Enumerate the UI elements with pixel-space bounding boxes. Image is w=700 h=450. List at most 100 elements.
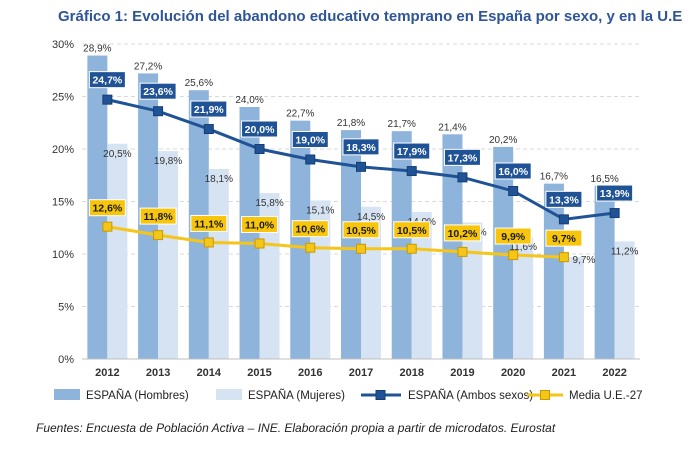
line-labels: 24,7% 23,6% 21,9% 20,0% 19,0% 18,3% 17,9% 17,3%…	[88, 71, 634, 247]
legend: ESPAÑA (Hombres) ESPAÑA (Mujeres) ESPAÑA (…	[54, 389, 643, 402]
legend-label-ue: Media U.E.-27	[569, 390, 643, 402]
lines	[102, 94, 620, 263]
line-label-ue: 11,0%	[245, 220, 275, 232]
bar-mujeres	[310, 200, 331, 359]
bar-label-hombres: 20,2%	[489, 135, 517, 146]
line-label-ambos: 18,3%	[346, 142, 376, 154]
line-label-ue: 10,5%	[346, 225, 376, 237]
legend-marker-ue	[540, 390, 550, 400]
bar-label-hombres: 16,7%	[540, 172, 568, 183]
bar-label-hombres: 21,7%	[388, 119, 416, 130]
line-label-ambos: 16,0%	[498, 166, 528, 178]
bar-label-hombres: 22,7%	[286, 109, 314, 120]
line-ue	[107, 225, 564, 259]
line-label-ue: 10,6%	[295, 224, 325, 236]
bar-label-mujeres: 11,6%	[509, 242, 537, 253]
legend-label-mujeres: ESPAÑA (Mujeres)	[248, 389, 345, 402]
label-box-ue	[342, 221, 380, 239]
bar-label-hombres: 16,5%	[590, 174, 618, 185]
label-box-ue	[393, 221, 431, 239]
line-label-ue: 11,8%	[143, 211, 173, 223]
marker-ue	[102, 221, 113, 232]
marker-ambos	[153, 106, 164, 117]
bar-hombres	[290, 120, 311, 360]
bar-label-hombres: 27,2%	[134, 61, 162, 72]
chart: 0% 5% 10% 15% 20% 25% 30% 28,9% 20,5% 27,2% 19,8%…	[52, 39, 643, 402]
x-axis: 2012 2013 2014 2015 2016 2017 2018 2019 2020 2021…	[82, 358, 640, 379]
bar-mujeres	[208, 168, 229, 359]
line-label-ue: 10,2%	[448, 228, 478, 240]
marker-ambos	[305, 154, 316, 165]
legend-label-hombres: ESPAÑA (Hombres)	[86, 389, 189, 402]
bar-mujeres	[462, 222, 483, 359]
bar-mujeres	[614, 241, 635, 359]
y-tick-label: 5%	[58, 302, 74, 314]
line-label-ambos: 21,9%	[194, 104, 224, 116]
bar-mujeres	[107, 143, 128, 359]
bar-mujeres	[563, 257, 584, 359]
bar-label-mujeres: 11,2%	[611, 246, 639, 257]
marker-ue	[457, 246, 468, 257]
label-box-ue	[443, 224, 481, 242]
line-label-ue: 9,9%	[501, 231, 526, 243]
label-box-ue	[88, 199, 126, 217]
marker-ambos	[356, 161, 366, 172]
source-note: Fuentes: Encuesta de Población Activa – …	[36, 421, 556, 435]
x-tick-label: 2022	[602, 367, 626, 379]
marker-ambos	[406, 166, 417, 177]
bar-label-mujeres: 19,8%	[154, 156, 182, 167]
bar-label-mujeres: 18,1%	[205, 174, 233, 185]
label-box-ambos	[596, 184, 634, 202]
bar-label-hombres: 25,6%	[185, 78, 213, 89]
marker-ambos	[508, 186, 519, 196]
bar-label-hombres: 21,4%	[438, 122, 466, 133]
marker-ambos	[254, 144, 265, 154]
bar-hombres	[543, 183, 564, 359]
bar-label-mujeres: 15,8%	[255, 198, 283, 209]
line-label-ambos: 13,9%	[600, 188, 630, 200]
line-label-ambos: 17,3%	[448, 152, 478, 164]
marker-ambos	[203, 124, 214, 135]
y-tick-label: 10%	[52, 249, 74, 261]
label-box-ambos	[494, 162, 532, 180]
y-tick-label: 20%	[52, 144, 74, 156]
marker-ue	[406, 243, 417, 254]
marker-ambos	[558, 214, 569, 225]
line-label-ambos: 24,7%	[92, 75, 122, 87]
label-box-ambos	[545, 190, 583, 208]
x-tick-label: 2019	[450, 367, 474, 379]
chart-title: Gráfico 1: Evolución del abandono educat…	[58, 8, 683, 25]
bar-hombres	[594, 185, 615, 359]
label-box-ue	[241, 216, 279, 233]
bar-hombres	[391, 131, 412, 359]
label-box-ue	[190, 214, 228, 232]
legend-marker-ambos	[375, 390, 386, 400]
label-box-ue	[545, 229, 583, 247]
y-tick-label: 25%	[52, 92, 74, 104]
bar-label-hombres: 24,0%	[235, 95, 263, 106]
x-tick-label: 2013	[146, 367, 170, 379]
label-box-ambos	[443, 148, 481, 166]
bar-label-mujeres: 14,5%	[357, 212, 385, 223]
line-label-ue: 12,6%	[92, 203, 122, 215]
bar-hombres	[341, 130, 361, 359]
bar-mujeres	[158, 151, 179, 359]
line-label-ambos: 20,0%	[245, 124, 275, 136]
bar-label-hombres: 28,9%	[83, 44, 111, 55]
y-tick-label: 15%	[52, 197, 74, 209]
bar-label-mujeres: 9,7%	[573, 255, 596, 266]
line-label-ue: 10,5%	[397, 225, 427, 237]
x-tick-label: 2014	[197, 367, 222, 379]
label-box-ambos	[342, 138, 380, 156]
marker-ue	[254, 238, 265, 249]
x-tick-label: 2016	[298, 367, 322, 379]
legend-swatch-hombres	[54, 389, 80, 400]
bar-label-hombres: 21,8%	[337, 118, 365, 129]
marker-ue	[356, 243, 366, 254]
x-tick-label: 2021	[552, 367, 576, 379]
bar-label-mujeres: 15,1%	[306, 205, 334, 216]
marker-ambos	[609, 208, 620, 219]
label-box-ue	[494, 227, 532, 245]
y-tick-label: 30%	[52, 39, 74, 51]
y-tick-label: 0%	[58, 354, 74, 366]
